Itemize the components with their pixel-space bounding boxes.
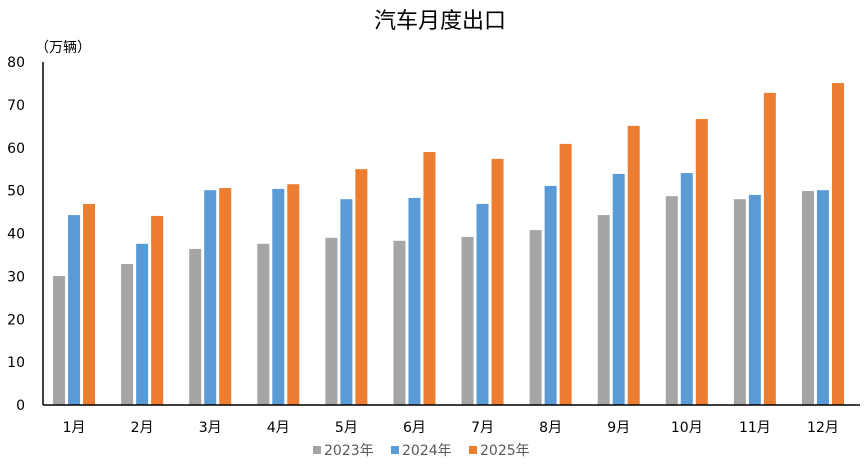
- bar-2023年-8月: [529, 230, 542, 405]
- y-tick-label: 60: [7, 141, 25, 157]
- x-tick-label: 12月: [807, 420, 839, 436]
- bar-2025年-7月: [491, 158, 504, 405]
- legend-label: 2023年: [324, 443, 374, 459]
- legend-swatch: [313, 446, 321, 454]
- bar-2023年-6月: [393, 240, 406, 405]
- bar-2023年-2月: [121, 263, 134, 405]
- bar-2025年-6月: [423, 152, 436, 405]
- bar-2023年-5月: [325, 237, 338, 405]
- legend-swatch: [469, 446, 477, 454]
- legend-label: 2025年: [480, 443, 530, 459]
- bar-2023年-1月: [53, 275, 66, 405]
- y-tick-label: 80: [7, 55, 25, 71]
- y-tick-label: 0: [16, 398, 25, 414]
- y-tick-label: 10: [7, 355, 25, 371]
- bar-2025年-10月: [695, 119, 708, 406]
- x-tick-label: 4月: [267, 420, 290, 436]
- bar-2023年-11月: [733, 199, 746, 405]
- bar-2025年-3月: [219, 188, 232, 405]
- bar-2024年-9月: [612, 173, 625, 405]
- bar-2025年-12月: [831, 83, 844, 405]
- bar-2025年-9月: [627, 125, 640, 405]
- legend-label: 2024年: [402, 443, 452, 459]
- bar-2024年-7月: [476, 203, 489, 405]
- y-tick-label: 20: [7, 312, 25, 328]
- x-tick-label: 11月: [739, 420, 771, 436]
- bar-2025年-1月: [83, 203, 96, 405]
- bar-2025年-8月: [559, 143, 572, 406]
- x-tick-label: 3月: [199, 420, 222, 436]
- legend-swatch: [391, 446, 399, 454]
- chart-title: 汽车月度出口: [374, 9, 506, 34]
- bar-2023年-12月: [801, 191, 814, 405]
- bar-2024年-10月: [680, 173, 693, 405]
- bar-2024年-5月: [340, 199, 353, 405]
- bar-2025年-5月: [355, 169, 368, 405]
- bar-2024年-8月: [544, 185, 557, 405]
- x-tick-label: 7月: [471, 420, 494, 436]
- y-tick-label: 70: [7, 98, 25, 114]
- bar-2025年-4月: [287, 184, 300, 405]
- y-tick-label: 50: [7, 184, 25, 200]
- bar-2023年-4月: [257, 243, 270, 405]
- bar-2024年-11月: [748, 194, 761, 405]
- bar-2024年-6月: [408, 197, 421, 405]
- bar-2023年-7月: [461, 236, 474, 405]
- x-tick-label: 1月: [63, 420, 86, 436]
- bar-2025年-11月: [763, 92, 776, 406]
- x-tick-label: 9月: [607, 420, 630, 436]
- y-tick-label: 40: [7, 227, 25, 243]
- bar-2024年-2月: [136, 243, 149, 405]
- bar-2024年-4月: [272, 188, 285, 405]
- x-tick-label: 6月: [403, 420, 426, 436]
- bar-2024年-12月: [816, 190, 829, 405]
- bar-2023年-10月: [665, 196, 678, 405]
- y-tick-label: 30: [7, 269, 25, 285]
- x-tick-label: 2月: [131, 420, 154, 436]
- x-tick-label: 10月: [671, 420, 703, 436]
- bar-2024年-1月: [68, 215, 81, 405]
- bar-2023年-9月: [597, 215, 610, 405]
- bar-2023年-3月: [189, 248, 202, 405]
- y-axis-label: （万辆）: [35, 40, 91, 56]
- bar-2024年-3月: [204, 190, 217, 405]
- bar-2025年-2月: [151, 215, 164, 405]
- x-tick-label: 8月: [539, 420, 562, 436]
- x-tick-label: 5月: [335, 420, 358, 436]
